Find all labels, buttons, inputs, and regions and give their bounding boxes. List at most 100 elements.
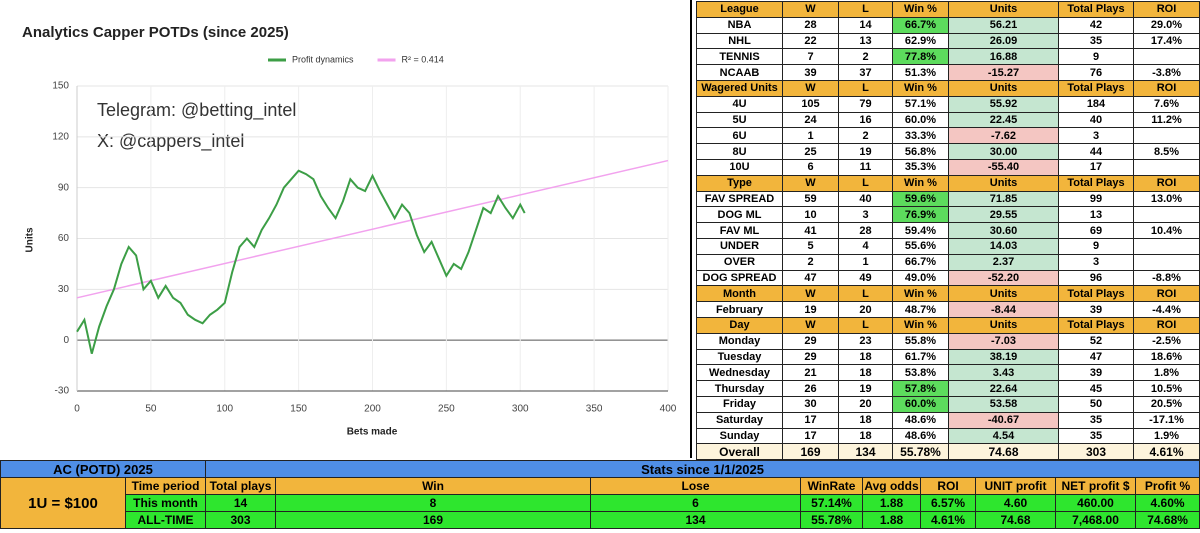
table-cell: 39: [1058, 364, 1134, 382]
table-cell: 10U: [696, 158, 783, 176]
table-cell: 28: [838, 222, 893, 239]
table-cell: 55.78%: [892, 443, 949, 461]
table-cell: Friday: [696, 395, 783, 413]
summary-table: AC (POTD) 2025 Stats since 1/1/2025 1U = $…: [0, 460, 1200, 529]
table-cell: 20.5%: [1133, 395, 1200, 413]
table-cell: 79: [838, 95, 893, 113]
data-row: DOG ML 10 3 76.9% 29.55 13: [696, 206, 1200, 224]
table-cell: 55.6%: [892, 237, 949, 255]
header-row: Month W L Win % Units Total Plays ROI: [696, 285, 1200, 303]
x-tick-label: 200: [364, 404, 381, 415]
data-row: Monday 29 23 55.8% -7.03 52 -2.5%: [696, 332, 1200, 350]
x-tick-label: 350: [586, 404, 603, 415]
table-cell: 6: [782, 158, 839, 176]
table-cell: 19: [838, 143, 893, 160]
table-cell: 35.3%: [892, 158, 949, 176]
table-cell: 33.3%: [892, 127, 949, 145]
table-cell: Day: [696, 316, 783, 334]
legend-label: Profit dynamics: [292, 54, 354, 64]
y-tick-label: 120: [52, 131, 69, 142]
table-cell: 8.5%: [1133, 143, 1200, 160]
table-cell: NBA: [696, 16, 783, 34]
table-cell: [1133, 206, 1200, 224]
data-row: 6U 1 2 33.3% -7.62 3: [696, 127, 1200, 145]
table-cell: 9: [1058, 48, 1134, 66]
table-cell: 22: [782, 32, 839, 50]
table-cell: Lose: [590, 477, 802, 495]
table-cell: 11.2%: [1133, 111, 1200, 129]
y-tick-label: 0: [63, 335, 69, 346]
table-cell: 6.57%: [920, 494, 977, 512]
table-cell: FAV SPREAD: [696, 190, 783, 208]
table-cell: 8: [275, 494, 592, 512]
table-cell: Thursday: [696, 380, 783, 397]
table-cell: FAV ML: [696, 222, 783, 239]
table-cell: ROI: [1133, 79, 1200, 97]
table-cell: 41: [782, 222, 839, 239]
series-line: [76, 169, 526, 354]
table-cell: AC (POTD) 2025: [0, 460, 207, 478]
data-row: Wednesday 21 18 53.8% 3.43 39 1.8%: [696, 364, 1200, 382]
table-cell: 19: [838, 380, 893, 397]
table-cell: February: [696, 301, 783, 318]
table-cell: [1133, 127, 1200, 145]
table-cell: 30: [782, 395, 839, 413]
table-cell: 56.21: [948, 16, 1059, 34]
table-cell: 57.1%: [892, 95, 949, 113]
table-cell: ROI: [1133, 316, 1200, 334]
table-cell: 5U: [696, 111, 783, 129]
table-cell: 62.9%: [892, 32, 949, 50]
table-cell: 9: [1058, 237, 1134, 255]
table-cell: 61.7%: [892, 348, 949, 366]
data-row: 8U 25 19 56.8% 30.00 44 8.5%: [696, 143, 1200, 160]
table-cell: 2: [782, 253, 839, 271]
data-row: NHL 22 13 62.9% 26.09 35 17.4%: [696, 32, 1200, 50]
table-cell: [1133, 158, 1200, 176]
table-cell: 59.4%: [892, 222, 949, 239]
table-cell: 18: [838, 427, 893, 445]
table-cell: 21: [782, 364, 839, 382]
table-cell: 17: [782, 427, 839, 445]
table-cell: Monday: [696, 332, 783, 350]
y-tick-label: 30: [58, 284, 70, 295]
table-cell: 3: [1058, 253, 1134, 271]
table-cell: L: [838, 1, 893, 18]
data-row: This month 14 8 6 57.14% 1.88 6.57% 4.60 460.00 4…: [1, 494, 1200, 512]
table-cell: Total Plays: [1058, 79, 1134, 97]
table-cell: 39: [782, 64, 839, 81]
table-cell: 4.60%: [1135, 494, 1200, 512]
table-cell: 11: [838, 158, 893, 176]
table-cell: TENNIS: [696, 48, 783, 66]
table-cell: 17.4%: [1133, 32, 1200, 50]
table-cell: ROI: [1133, 174, 1200, 192]
table-cell: 18: [838, 411, 893, 429]
table-cell: ROI: [1133, 285, 1200, 303]
data-row: February 19 20 48.7% -8.44 39 -4.4%: [696, 301, 1200, 318]
table-cell: UNIT profit: [975, 477, 1057, 495]
table-cell: Profit %: [1135, 477, 1200, 495]
table-cell: 69: [1058, 222, 1134, 239]
table-cell: L: [838, 174, 893, 192]
table-cell: 17: [1058, 158, 1134, 176]
table-cell: Win: [275, 477, 592, 495]
table-cell: 59: [782, 190, 839, 208]
table-cell: -7.03: [948, 332, 1059, 350]
table-cell: 55.8%: [892, 332, 949, 350]
table-cell: 3: [1058, 127, 1134, 145]
table-cell: 77.8%: [892, 48, 949, 66]
table-cell: 55.92: [948, 95, 1059, 113]
breakdown-table: League W L Win % Units Total Plays ROI NBA 28 14 6…: [696, 1, 1200, 461]
table-cell: 48.7%: [892, 301, 949, 318]
table-cell: 184: [1058, 95, 1134, 113]
table-cell: L: [838, 316, 893, 334]
table-cell: Win %: [892, 79, 949, 97]
table-cell: 96: [1058, 269, 1134, 287]
chart: Analytics Capper POTDs (since 2025) Tele…: [22, 0, 692, 458]
data-row: Sunday 17 18 48.6% 4.54 35 1.9%: [696, 427, 1200, 445]
table-cell: 76: [1058, 64, 1134, 81]
y-tick-label: 60: [58, 233, 70, 244]
table-cell: 13: [838, 32, 893, 50]
table-cell: 66.7%: [892, 253, 949, 271]
table-cell: 40: [838, 190, 893, 208]
